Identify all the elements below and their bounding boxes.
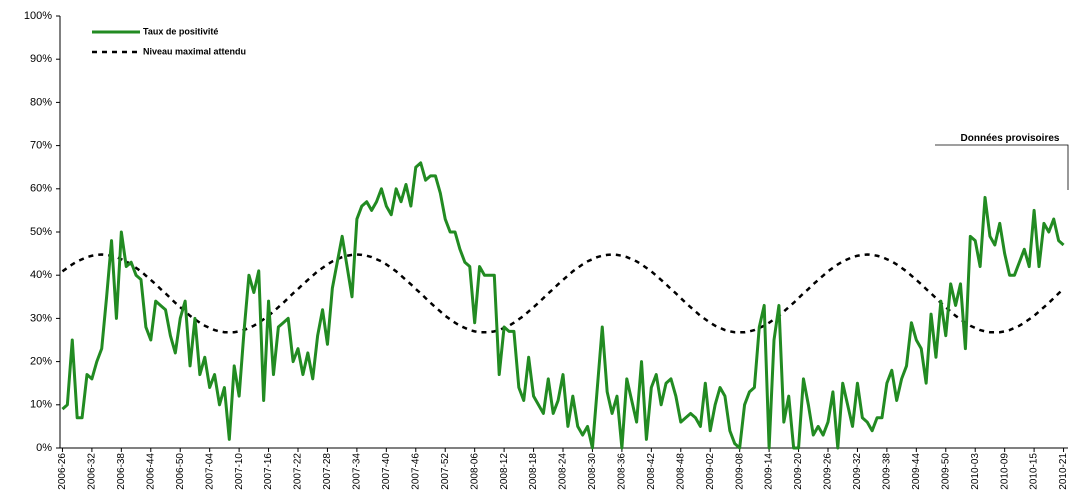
x-tick-label: 2006-38 (116, 453, 127, 490)
x-tick-label: 2010-15 (1029, 453, 1040, 490)
x-tick-label: 2007-52 (440, 453, 451, 490)
x-tick-label: 2009-50 (940, 453, 951, 490)
x-tick-label: 2007-04 (204, 453, 215, 490)
x-tick-label: 2007-22 (293, 453, 304, 490)
x-tick-label: 2006-26 (57, 453, 68, 490)
x-tick-label: 2008-30 (587, 453, 598, 490)
x-tick-label: 2008-18 (528, 453, 539, 490)
x-tick-label: 2007-10 (234, 453, 245, 490)
series-line (61, 253, 1065, 334)
y-tick-label: 40% (30, 269, 52, 281)
x-tick-label: 2010-21 (1058, 453, 1069, 490)
x-tick-label: 2007-28 (322, 453, 333, 490)
x-tick-label: 2010-09 (999, 453, 1010, 490)
x-tick-label: 2009-32 (852, 453, 863, 490)
y-tick-label: 20% (30, 356, 52, 368)
x-tick-label: 2008-48 (675, 453, 686, 490)
x-tick-label: 2006-32 (87, 453, 98, 490)
x-tick-label: 2009-20 (793, 453, 804, 490)
x-tick-label: 2007-46 (410, 453, 421, 490)
series-line (61, 161, 1065, 450)
x-tick-label: 2007-34 (352, 453, 363, 490)
y-tick-label: 70% (30, 140, 52, 152)
x-tick-label: 2009-08 (734, 453, 745, 490)
x-tick-label: 2006-50 (175, 453, 186, 490)
legend-label: Niveau maximal attendu (143, 46, 246, 56)
x-tick-label: 2009-14 (764, 453, 775, 490)
y-tick-label: 80% (30, 96, 52, 108)
x-tick-label: 2008-06 (469, 453, 480, 490)
x-tick-label: 2008-12 (499, 453, 510, 490)
legend-label: Taux de positivité (143, 26, 218, 36)
y-tick-label: 50% (30, 226, 52, 238)
x-tick-label: 2007-16 (263, 453, 274, 490)
x-tick-label: 2008-36 (617, 453, 628, 490)
x-tick-label: 2009-38 (882, 453, 893, 490)
x-tick-label: 2010-03 (970, 453, 981, 490)
annotation-bracket (935, 144, 1069, 190)
annotation: Données provisoires (961, 133, 1060, 144)
y-tick-label: 0% (36, 442, 52, 454)
y-tick-label: 10% (30, 399, 52, 411)
x-tick-label: 2008-42 (646, 453, 657, 490)
x-tick-label: 2009-26 (823, 453, 834, 490)
y-tick-label: 90% (30, 53, 52, 65)
x-tick-label: 2007-40 (381, 453, 392, 490)
x-tick-label: 2009-44 (911, 453, 922, 490)
y-tick-label: 100% (24, 10, 52, 22)
x-tick-label: 2006-44 (145, 453, 156, 490)
y-tick-label: 30% (30, 312, 52, 324)
y-tick-label: 60% (30, 183, 52, 195)
x-tick-label: 2009-02 (705, 453, 716, 490)
x-tick-label: 2008-24 (558, 453, 569, 490)
